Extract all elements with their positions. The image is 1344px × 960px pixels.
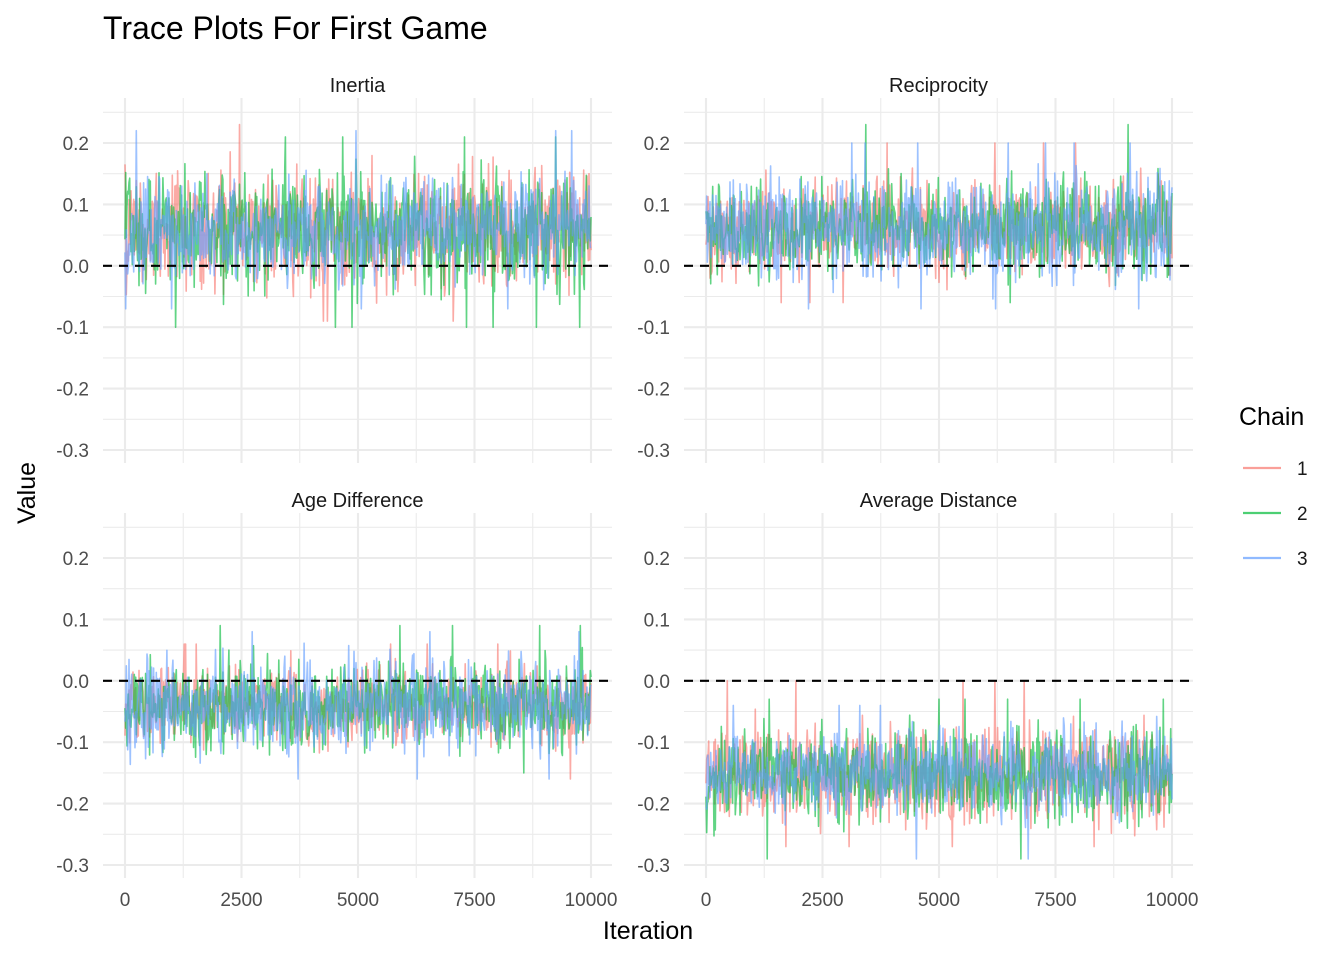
y-tick-label: -0.1: [637, 733, 670, 754]
legend-label: 3: [1297, 549, 1308, 570]
panel-strip-label: Average Distance: [860, 490, 1018, 512]
x-tick-label: 0: [120, 890, 131, 911]
y-tick-label: 0.0: [644, 672, 670, 693]
panel-strip-label: Reciprocity: [889, 75, 988, 97]
x-tick-label: 2500: [220, 890, 262, 911]
legend-entry: 3: [1243, 549, 1308, 570]
y-tick-label: 0.1: [63, 610, 89, 631]
facet-panel: Age Difference 0.2 0.1 0.0 -0.1 -0.2 -0.3 0 2500…: [56, 490, 617, 911]
legend-label: 2: [1297, 504, 1308, 525]
x-tick-label: 5000: [918, 890, 960, 911]
x-tick-label: 5000: [337, 890, 379, 911]
y-tick-label: 0.1: [644, 195, 670, 216]
y-tick-label: 0.1: [63, 195, 89, 216]
y-tick-label: 0.1: [644, 610, 670, 631]
y-tick-label: 0.2: [63, 134, 89, 155]
y-tick-label: 0.2: [63, 549, 89, 570]
x-tick-label: 7500: [453, 890, 495, 911]
y-tick-label: -0.2: [637, 795, 670, 816]
legend-entry: 2: [1243, 504, 1308, 525]
y-tick-label: -0.1: [56, 733, 89, 754]
facet-panel: Reciprocity 0.2 0.1 0.0 -0.1 -0.2 -0.3: [637, 75, 1193, 463]
chart-title: Trace Plots For First Game: [103, 10, 488, 46]
y-tick-label: 0.0: [63, 257, 89, 278]
y-tick-label: -0.3: [56, 856, 89, 877]
facet-panel: Inertia 0.2 0.1 0.0 -0.1 -0.2 -0.3: [56, 75, 612, 463]
y-tick-label: -0.3: [56, 441, 89, 462]
panel-strip-label: Age Difference: [292, 490, 424, 512]
legend-entry: 1: [1243, 459, 1308, 480]
legend: Chain 1 2 3: [1239, 403, 1308, 570]
trace-line-chain-3: [705, 704, 1173, 860]
y-tick-label: 0.2: [644, 549, 670, 570]
y-tick-label: -0.2: [637, 380, 670, 401]
trace-line-chain-3: [124, 630, 592, 780]
y-tick-label: 0.0: [63, 672, 89, 693]
y-tick-label: 0.2: [644, 134, 670, 155]
x-tick-label: 10000: [565, 890, 618, 911]
panel-strip-label: Inertia: [330, 75, 386, 97]
y-tick-label: -0.2: [56, 380, 89, 401]
facet-panels: Inertia 0.2 0.1 0.0 -0.1 -0.2 -0.3 Reciprocity 0…: [56, 75, 1198, 911]
y-tick-label: -0.3: [637, 441, 670, 462]
y-tick-label: -0.3: [637, 856, 670, 877]
y-tick-label: -0.2: [56, 795, 89, 816]
x-axis-title: Iteration: [603, 917, 693, 945]
y-tick-label: -0.1: [637, 318, 670, 339]
legend-title: Chain: [1239, 403, 1304, 431]
trace-line-chain-3: [705, 142, 1173, 310]
x-tick-label: 0: [701, 890, 712, 911]
y-tick-label: 0.0: [644, 257, 670, 278]
x-tick-label: 10000: [1146, 890, 1199, 911]
y-axis-title: Value: [13, 462, 41, 524]
trace-line-chain-3: [124, 129, 592, 310]
x-tick-label: 2500: [801, 890, 843, 911]
x-tick-label: 7500: [1034, 890, 1076, 911]
legend-label: 1: [1297, 459, 1308, 480]
y-tick-label: -0.1: [56, 318, 89, 339]
facet-panel: Average Distance 0.2 0.1 0.0 -0.1 -0.2 -0.3 0 25…: [637, 490, 1198, 911]
